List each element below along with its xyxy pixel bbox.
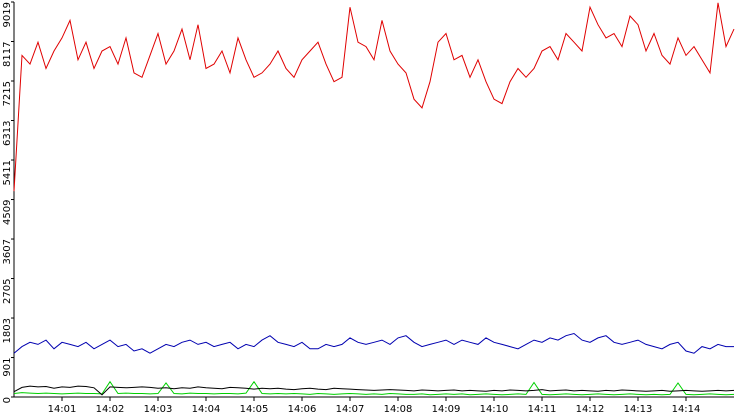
x-tick-label: 14:08: [384, 404, 413, 415]
x-tick-label: 14:09: [432, 404, 461, 415]
x-tick-label: 14:02: [96, 404, 125, 415]
y-tick-label: 4509: [2, 200, 13, 225]
y-tick-label: 2705: [2, 279, 13, 304]
y-tick-label: 7215: [2, 81, 13, 106]
x-tick-label: 14:13: [624, 404, 653, 415]
series-line: [13, 385, 735, 396]
y-tick-label: 5411: [2, 160, 13, 185]
y-tick-label: 1803: [2, 318, 13, 343]
x-tick-label: 14:10: [480, 404, 509, 415]
series-line: [13, 380, 735, 396]
y-tick-label: 9019: [2, 2, 13, 27]
x-tick-label: 14:14: [672, 404, 701, 415]
y-tick-label: 0: [2, 397, 13, 403]
x-tick-label: 14:11: [528, 404, 557, 415]
x-tick-label: 14:12: [576, 404, 605, 415]
series-line: [13, 332, 734, 354]
x-tick-label: 14:06: [288, 404, 317, 415]
y-tick-label: 3607: [2, 239, 13, 264]
x-tick-label: 14:01: [48, 404, 77, 415]
series-line: [13, 2, 735, 192]
x-tick-label: 14:05: [240, 404, 269, 415]
y-tick-label: 8117: [2, 42, 13, 67]
x-tick-label: 14:04: [192, 404, 221, 415]
y-tick-label: 901: [2, 358, 13, 377]
x-tick-label: 14:03: [144, 404, 173, 415]
x-tick-label: 14:07: [336, 404, 365, 415]
y-tick-label: 6313: [2, 121, 13, 146]
